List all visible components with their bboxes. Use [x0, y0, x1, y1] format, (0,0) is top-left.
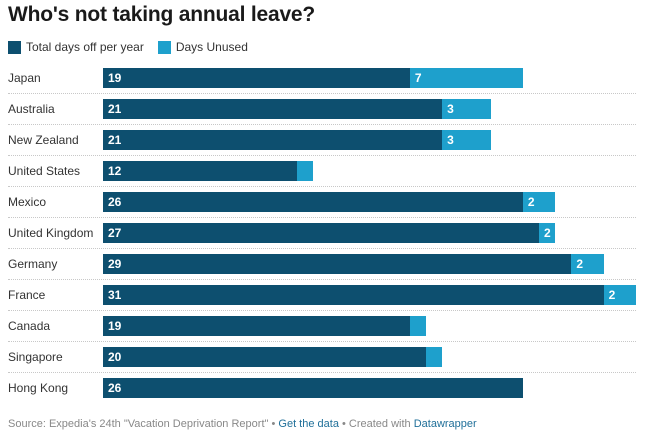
- category-label-united-states: United States: [8, 164, 81, 178]
- row-separator: [8, 310, 636, 311]
- datawrapper-link[interactable]: Datawrapper: [413, 418, 477, 430]
- data-label-total-mexico: 26: [108, 195, 122, 209]
- category-label-germany: Germany: [8, 257, 58, 271]
- data-label-total-hong-kong: 26: [108, 381, 122, 395]
- legend-item-total: Total days off per year: [8, 40, 144, 54]
- legend-label-total: Total days off per year: [26, 40, 144, 54]
- bar-unused-canada: [409, 316, 426, 336]
- legend-item-unused: Days Unused: [157, 40, 248, 54]
- data-label-total-new-zealand: 21: [108, 133, 122, 147]
- chart-footer: Source: Expedia's 24th "Vacation Depriva…: [8, 418, 477, 430]
- row-separator: [8, 155, 636, 156]
- chart-title: Who's not taking annual leave?: [8, 3, 316, 26]
- row-separator: [8, 372, 636, 373]
- bar-total-united-states: [103, 161, 297, 181]
- bar-total-singapore: [103, 347, 426, 367]
- category-label-canada: Canada: [8, 319, 51, 333]
- bar-total-united-kingdom: [103, 223, 540, 243]
- row-separator: [8, 279, 636, 280]
- legend-swatch-total: [8, 40, 21, 54]
- data-label-total-germany: 29: [108, 257, 122, 271]
- bar-unused-singapore: [426, 347, 443, 367]
- data-label-total-france: 31: [108, 288, 122, 302]
- category-label-united-kingdom: United Kingdom: [8, 226, 94, 240]
- bar-unused-united-states: [296, 161, 313, 181]
- bar-unused-united-kingdom: [539, 223, 556, 243]
- data-label-unused-mexico: 2: [527, 195, 535, 209]
- bar-unused-australia: [442, 99, 491, 119]
- data-label-total-japan: 19: [108, 71, 122, 85]
- bar-unused-france: [603, 285, 636, 305]
- get-the-data-link[interactable]: Get the data: [278, 418, 339, 430]
- data-label-unused-japan: 7: [414, 71, 422, 85]
- bar-total-mexico: [103, 192, 523, 212]
- legend-label-unused: Days Unused: [175, 40, 248, 54]
- category-label-mexico: Mexico: [8, 195, 47, 209]
- category-label-japan: Japan: [8, 71, 41, 85]
- data-label-unused-germany: 2: [576, 257, 584, 271]
- bar-unused-germany: [571, 254, 604, 274]
- row-separator: [8, 341, 636, 342]
- category-label-france: France: [8, 288, 46, 302]
- footer-created-with: • Created with: [338, 418, 414, 430]
- row-separator: [8, 217, 636, 218]
- data-label-unused-france: 2: [608, 288, 616, 302]
- bar-total-new-zealand: [103, 130, 443, 150]
- footer-separator: •: [268, 418, 279, 430]
- bar-total-japan: [103, 68, 410, 88]
- category-label-australia: Australia: [8, 102, 55, 116]
- data-label-total-united-states: 12: [108, 164, 122, 178]
- chart-legend: Total days off per year Days Unused: [8, 40, 262, 54]
- bar-total-australia: [103, 99, 443, 119]
- bar-total-germany: [103, 254, 572, 274]
- source-note: Source: Expedia's 24th "Vacation Depriva…: [8, 418, 269, 430]
- data-label-total-australia: 21: [108, 102, 122, 116]
- data-label-total-united-kingdom: 27: [108, 226, 122, 240]
- row-separator: [8, 248, 636, 249]
- bar-total-france: [103, 285, 604, 305]
- bar-unused-mexico: [522, 192, 556, 212]
- category-label-hong-kong: Hong Kong: [8, 381, 69, 395]
- bar-total-canada: [103, 316, 410, 336]
- category-label-singapore: Singapore: [8, 350, 63, 364]
- data-label-total-singapore: 20: [108, 350, 122, 364]
- row-separator: [8, 186, 636, 187]
- data-label-unused-united-kingdom: 2: [544, 226, 551, 240]
- data-label-unused-new-zealand: 3: [447, 133, 454, 147]
- bar-unused-japan: [409, 68, 523, 88]
- bar-unused-new-zealand: [442, 130, 491, 150]
- data-label-total-canada: 19: [108, 319, 122, 333]
- row-separator: [8, 124, 636, 125]
- data-label-unused-australia: 3: [447, 102, 454, 116]
- category-label-new-zealand: New Zealand: [8, 133, 79, 147]
- legend-swatch-unused: [157, 40, 171, 54]
- bar-total-hong-kong: [103, 378, 523, 398]
- row-separator: [8, 93, 636, 94]
